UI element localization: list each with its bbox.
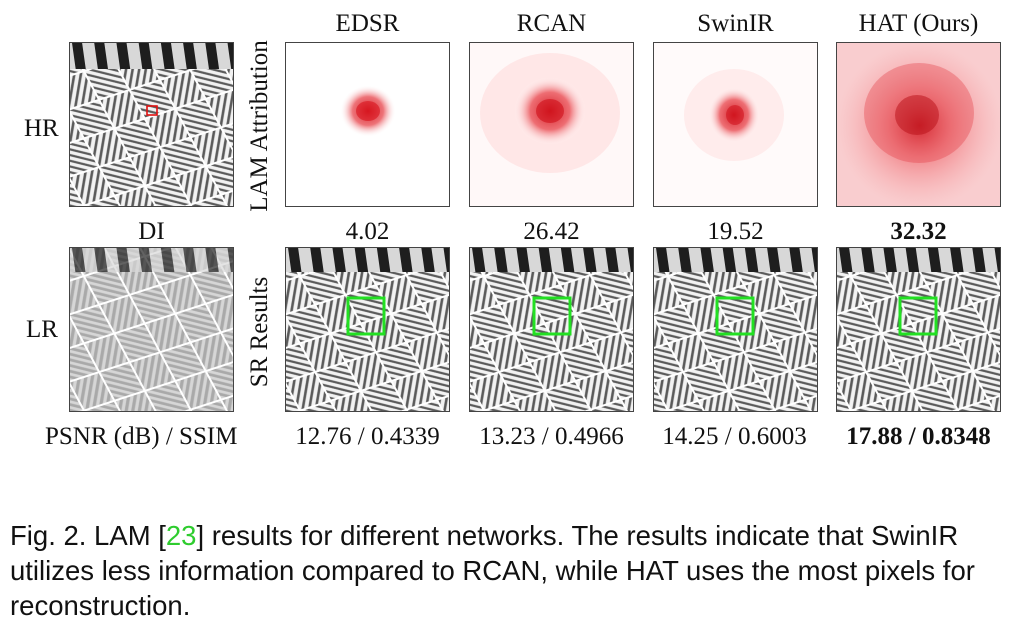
sr-result-hat (836, 247, 1001, 412)
row-label-hr: HR (24, 115, 59, 142)
metric-value-hat: 17.88 / 0.8348 (846, 423, 991, 450)
di-value-hat: 32.32 (890, 218, 947, 245)
caption-suffix: ] results for different networks. The re… (10, 520, 975, 621)
side-label-lam-attribution: LAM Attribution (246, 40, 273, 212)
metric-header: PSNR (dB) / SSIM (45, 423, 238, 450)
hr-image (69, 42, 234, 207)
di-header: DI (138, 218, 165, 245)
side-label-sr-results: SR Results (246, 276, 273, 388)
lam-map-edsr (285, 42, 450, 207)
di-value-rcan: 26.42 (523, 218, 580, 245)
figure-caption: Fig. 2. LAM [23] results for different n… (10, 518, 1015, 623)
di-value-edsr: 4.02 (345, 218, 390, 245)
citation-link[interactable]: 23 (165, 520, 197, 551)
column-title-swinir: SwinIR (697, 10, 774, 37)
row-label-lr: LR (26, 316, 58, 343)
sr-result-rcan (469, 247, 634, 412)
sr-result-edsr (285, 247, 450, 412)
column-title-rcan: RCAN (516, 10, 587, 37)
metric-value-swinir: 14.25 / 0.6003 (662, 423, 807, 450)
column-title-edsr: EDSR (335, 10, 400, 37)
column-title-hat: HAT (Ours) (858, 10, 979, 37)
sr-result-swinir (653, 247, 818, 412)
caption-prefix: Fig. 2. LAM [ (10, 520, 166, 551)
lr-image (69, 247, 234, 412)
metric-value-edsr: 12.76 / 0.4339 (295, 423, 440, 450)
lam-map-rcan (469, 42, 634, 207)
di-value-swinir: 19.52 (707, 218, 764, 245)
lam-map-hat (836, 42, 1001, 207)
metric-value-rcan: 13.23 / 0.4966 (479, 423, 624, 450)
lam-map-swinir (653, 42, 818, 207)
